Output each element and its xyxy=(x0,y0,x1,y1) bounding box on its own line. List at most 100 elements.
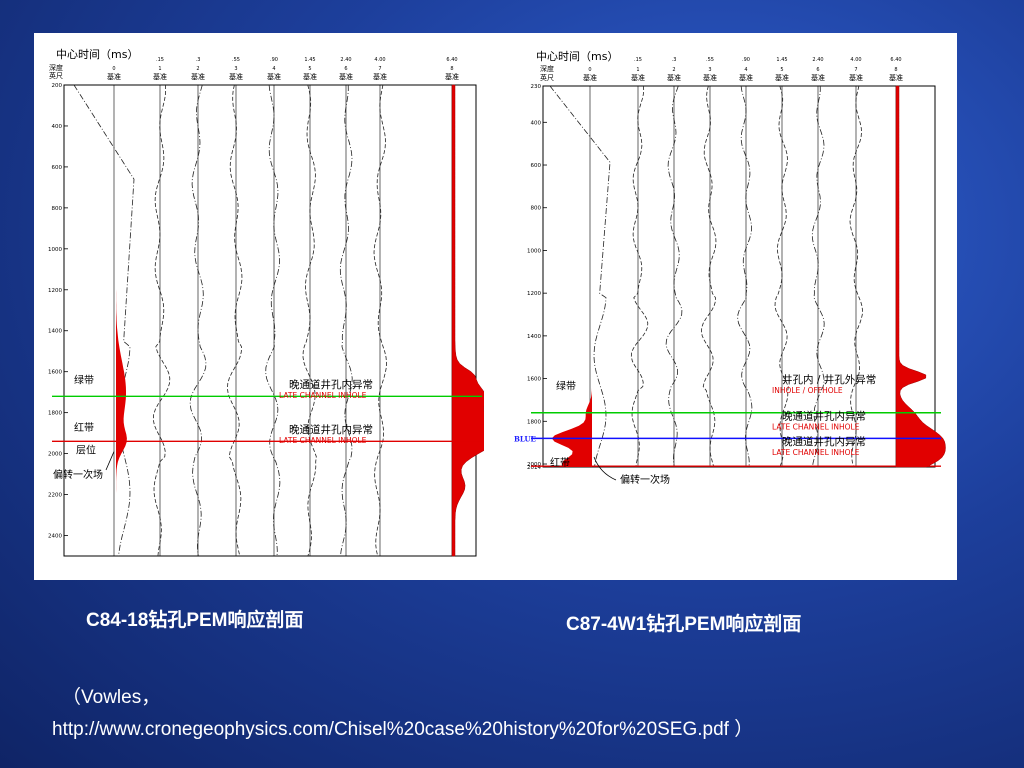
channel-time-label: 6.40 xyxy=(890,57,901,63)
baseline-label: 基准 xyxy=(703,73,717,82)
pem-trace xyxy=(737,85,753,468)
figure-panel xyxy=(34,33,957,580)
primary-field-label: 偏转一次场 xyxy=(620,473,670,486)
channel-number-label: 5 xyxy=(780,67,783,73)
depth-tick-label: 2014 xyxy=(527,465,541,471)
channel-time-label: .3 xyxy=(196,57,201,63)
depth-tick-label: 1600 xyxy=(527,377,541,383)
channel-number-label: 6 xyxy=(816,67,819,73)
channel-time-label: 2.40 xyxy=(812,57,823,63)
red-zone-label: 红带 xyxy=(550,456,570,469)
baseline-label: 基准 xyxy=(445,72,459,81)
reference-url[interactable]: http://www.cronegeophysics.com/Chisel%20… xyxy=(52,719,754,740)
channel-number-label: 2 xyxy=(672,67,675,73)
depth-tick-label: 1800 xyxy=(527,419,541,425)
depth-tick-label: 1000 xyxy=(527,248,541,254)
channel-number-label: 1 xyxy=(158,66,161,72)
annotation-en: LATE CHANNEL INHOLE xyxy=(772,448,860,457)
depth-tick-label: 1200 xyxy=(527,291,541,297)
channel-time-label: 4.00 xyxy=(850,57,861,63)
annotation-en: LATE CHANNEL INHOLE xyxy=(279,391,367,400)
channel-number-label: 0 xyxy=(588,67,591,73)
pem-trace xyxy=(849,85,863,468)
depth-tick-label: 200 xyxy=(52,83,63,89)
right-pem-figure: 中心时间（ms） 深度 英尺 .15 .3 .55 .90 1.45 2.40 4.00 6.… xyxy=(510,33,957,580)
channel-time-label: .90 xyxy=(270,57,278,63)
baseline-label: 基准 xyxy=(191,72,205,81)
reference-author: （Vowles， xyxy=(62,687,161,708)
channel-number-label: 4 xyxy=(272,66,275,72)
baseline-label: 基准 xyxy=(775,73,789,82)
depth-unit-label: 英尺 xyxy=(49,71,63,80)
channel-number-label: 3 xyxy=(708,67,711,73)
pem-trace xyxy=(152,84,171,557)
header-title: 中心时间（ms） xyxy=(56,48,138,61)
annotation-cn: 晚通道井孔内异常 xyxy=(782,409,866,422)
depth-tick-label: 1400 xyxy=(527,334,541,340)
pem-trace xyxy=(665,85,683,468)
baseline-label: 基准 xyxy=(373,72,387,81)
depth-tick-label: 600 xyxy=(531,163,542,169)
pointer-line xyxy=(105,451,115,471)
plot-frame xyxy=(63,84,477,557)
channel-time-label: .90 xyxy=(742,57,750,63)
pem-trace xyxy=(630,85,649,468)
pem-trace xyxy=(373,84,387,557)
pem-trace xyxy=(302,84,317,557)
caption-right: C87-4W1钻孔PEM响应剖面 xyxy=(566,614,802,635)
annotation-en: LATE CHANNEL INHOLE xyxy=(772,422,860,431)
channel-number-label: 2 xyxy=(196,66,199,72)
pem-trace xyxy=(549,85,611,468)
annotation-cn: 晚通道井孔内异常 xyxy=(289,423,373,436)
depth-tick-label: 1800 xyxy=(48,411,62,417)
channel-time-label: 4.00 xyxy=(374,57,385,63)
baseline-label: 基准 xyxy=(267,72,281,81)
early-channel-anomaly-fill xyxy=(551,86,592,467)
depth-tick-label: 1600 xyxy=(48,370,62,376)
depth-label: 深度 xyxy=(540,64,554,73)
pem-trace xyxy=(700,85,717,468)
blue-label: BLUE xyxy=(514,434,536,443)
channel-number-label: 4 xyxy=(744,67,747,73)
depth-tick-label: 1200 xyxy=(48,288,62,294)
left-pem-figure: 中心时间（ms） 深度 英尺 .15 .3 .55 .90 1.45 2.40 4.00 6.… xyxy=(34,33,484,580)
baseline-label: 基准 xyxy=(739,73,753,82)
annotation-en: LATE CHANNEL INHOLE xyxy=(279,436,367,445)
channel-time-label: 1.45 xyxy=(776,57,787,63)
depth-tick-label: 230 xyxy=(531,84,542,90)
channel-number-label: 1 xyxy=(636,67,639,73)
depth-tick-label: 2400 xyxy=(48,534,62,540)
pem-trace xyxy=(811,85,825,468)
pem-trace xyxy=(226,84,243,557)
channel-number-label: 8 xyxy=(450,66,453,72)
channel-time-label: 1.45 xyxy=(304,57,315,63)
depth-tick-label: 2000 xyxy=(48,452,62,458)
channel-time-label: .15 xyxy=(634,57,642,63)
pem-trace xyxy=(189,84,207,557)
header-title: 中心时间（ms） xyxy=(536,50,618,63)
depth-tick-label: 2200 xyxy=(48,493,62,499)
pem-trace xyxy=(774,85,789,468)
baseline-label: 基准 xyxy=(583,73,597,82)
depth-tick-label: 800 xyxy=(531,206,542,212)
channel-time-label: 2.40 xyxy=(340,57,351,63)
channel-time-label: .3 xyxy=(672,57,677,63)
baseline-label: 基准 xyxy=(849,73,863,82)
baseline-label: 基准 xyxy=(667,73,681,82)
channel-number-label: 7 xyxy=(378,66,381,72)
channel-number-label: 5 xyxy=(308,66,311,72)
channel-number-label: 8 xyxy=(894,67,897,73)
green-zone-label: 绿带 xyxy=(556,379,576,392)
channel-time-label: .15 xyxy=(156,57,164,63)
depth-label: 深度 xyxy=(49,63,63,72)
annotation-cn: 晚通道井孔内异常 xyxy=(289,378,373,391)
plot-frame xyxy=(542,85,936,468)
pointer-line xyxy=(593,456,617,481)
offset-label: 层位 xyxy=(76,444,96,457)
reference: （Vowles， http://www.cronegeophysics.com/… xyxy=(52,682,753,746)
channel-number-label: 7 xyxy=(854,67,857,73)
channel-time-label: 6.40 xyxy=(446,57,457,63)
channel-time-label: .55 xyxy=(232,57,240,63)
channel-time-label: .55 xyxy=(706,57,714,63)
baseline-label: 基准 xyxy=(339,72,353,81)
